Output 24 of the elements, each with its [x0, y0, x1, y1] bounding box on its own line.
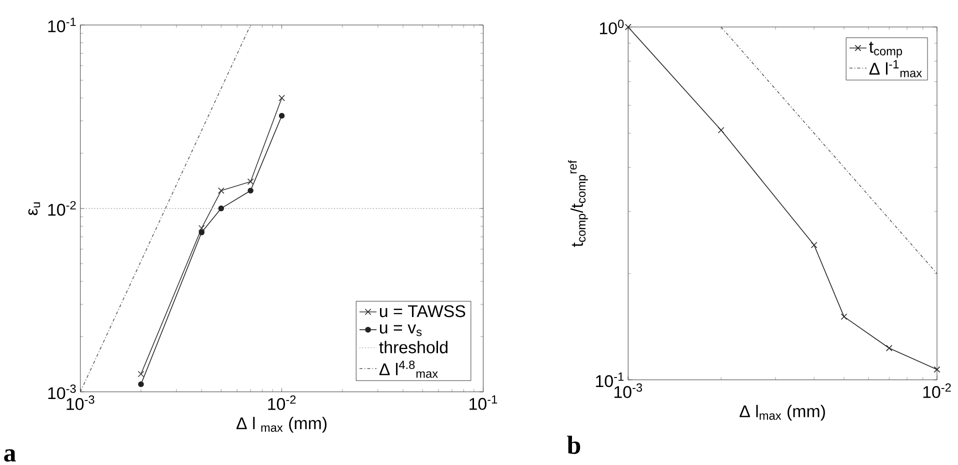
legend-label: u = v$_{s}$: [380, 324, 422, 336]
point: [218, 187, 224, 194]
text: b: [567, 436, 580, 454]
y-axis-title: ε$_{u}$: [28, 202, 40, 216]
text: a: [4, 449, 16, 462]
point: [247, 178, 254, 185]
legend-label: threshold: [379, 340, 448, 354]
x-tick-label: 10$^{-2}$: [268, 395, 296, 410]
y-axis-title: t$_{comp}$/t$_{comp}$ref: [568, 160, 588, 247]
legend-label: t$_{comp}$: [869, 42, 902, 58]
point: [218, 206, 224, 212]
point: [248, 188, 254, 194]
legend-label: Δ l$^{4.8}$max: [379, 360, 438, 378]
legend-label: Δ l$^{-1}$max: [869, 60, 922, 78]
y-tick-label: 10$^{-1}$: [48, 18, 76, 32]
point: [278, 112, 285, 119]
x-tick-label: 10$^{-3}$: [66, 395, 94, 410]
x-axis-title: Δ l $_{max}$ (mm): [236, 416, 327, 433]
x-tick-label: 10$^{-1}$: [470, 395, 498, 410]
point: [278, 94, 285, 102]
legend-label: u = TAWSS: [380, 305, 466, 318]
y-tick-label: 10$^{0}$: [600, 20, 624, 34]
x-axis-title: Δ l$_{max}$ (mm): [740, 404, 825, 421]
y-tick-label: 10$^{-2}$: [48, 201, 76, 216]
